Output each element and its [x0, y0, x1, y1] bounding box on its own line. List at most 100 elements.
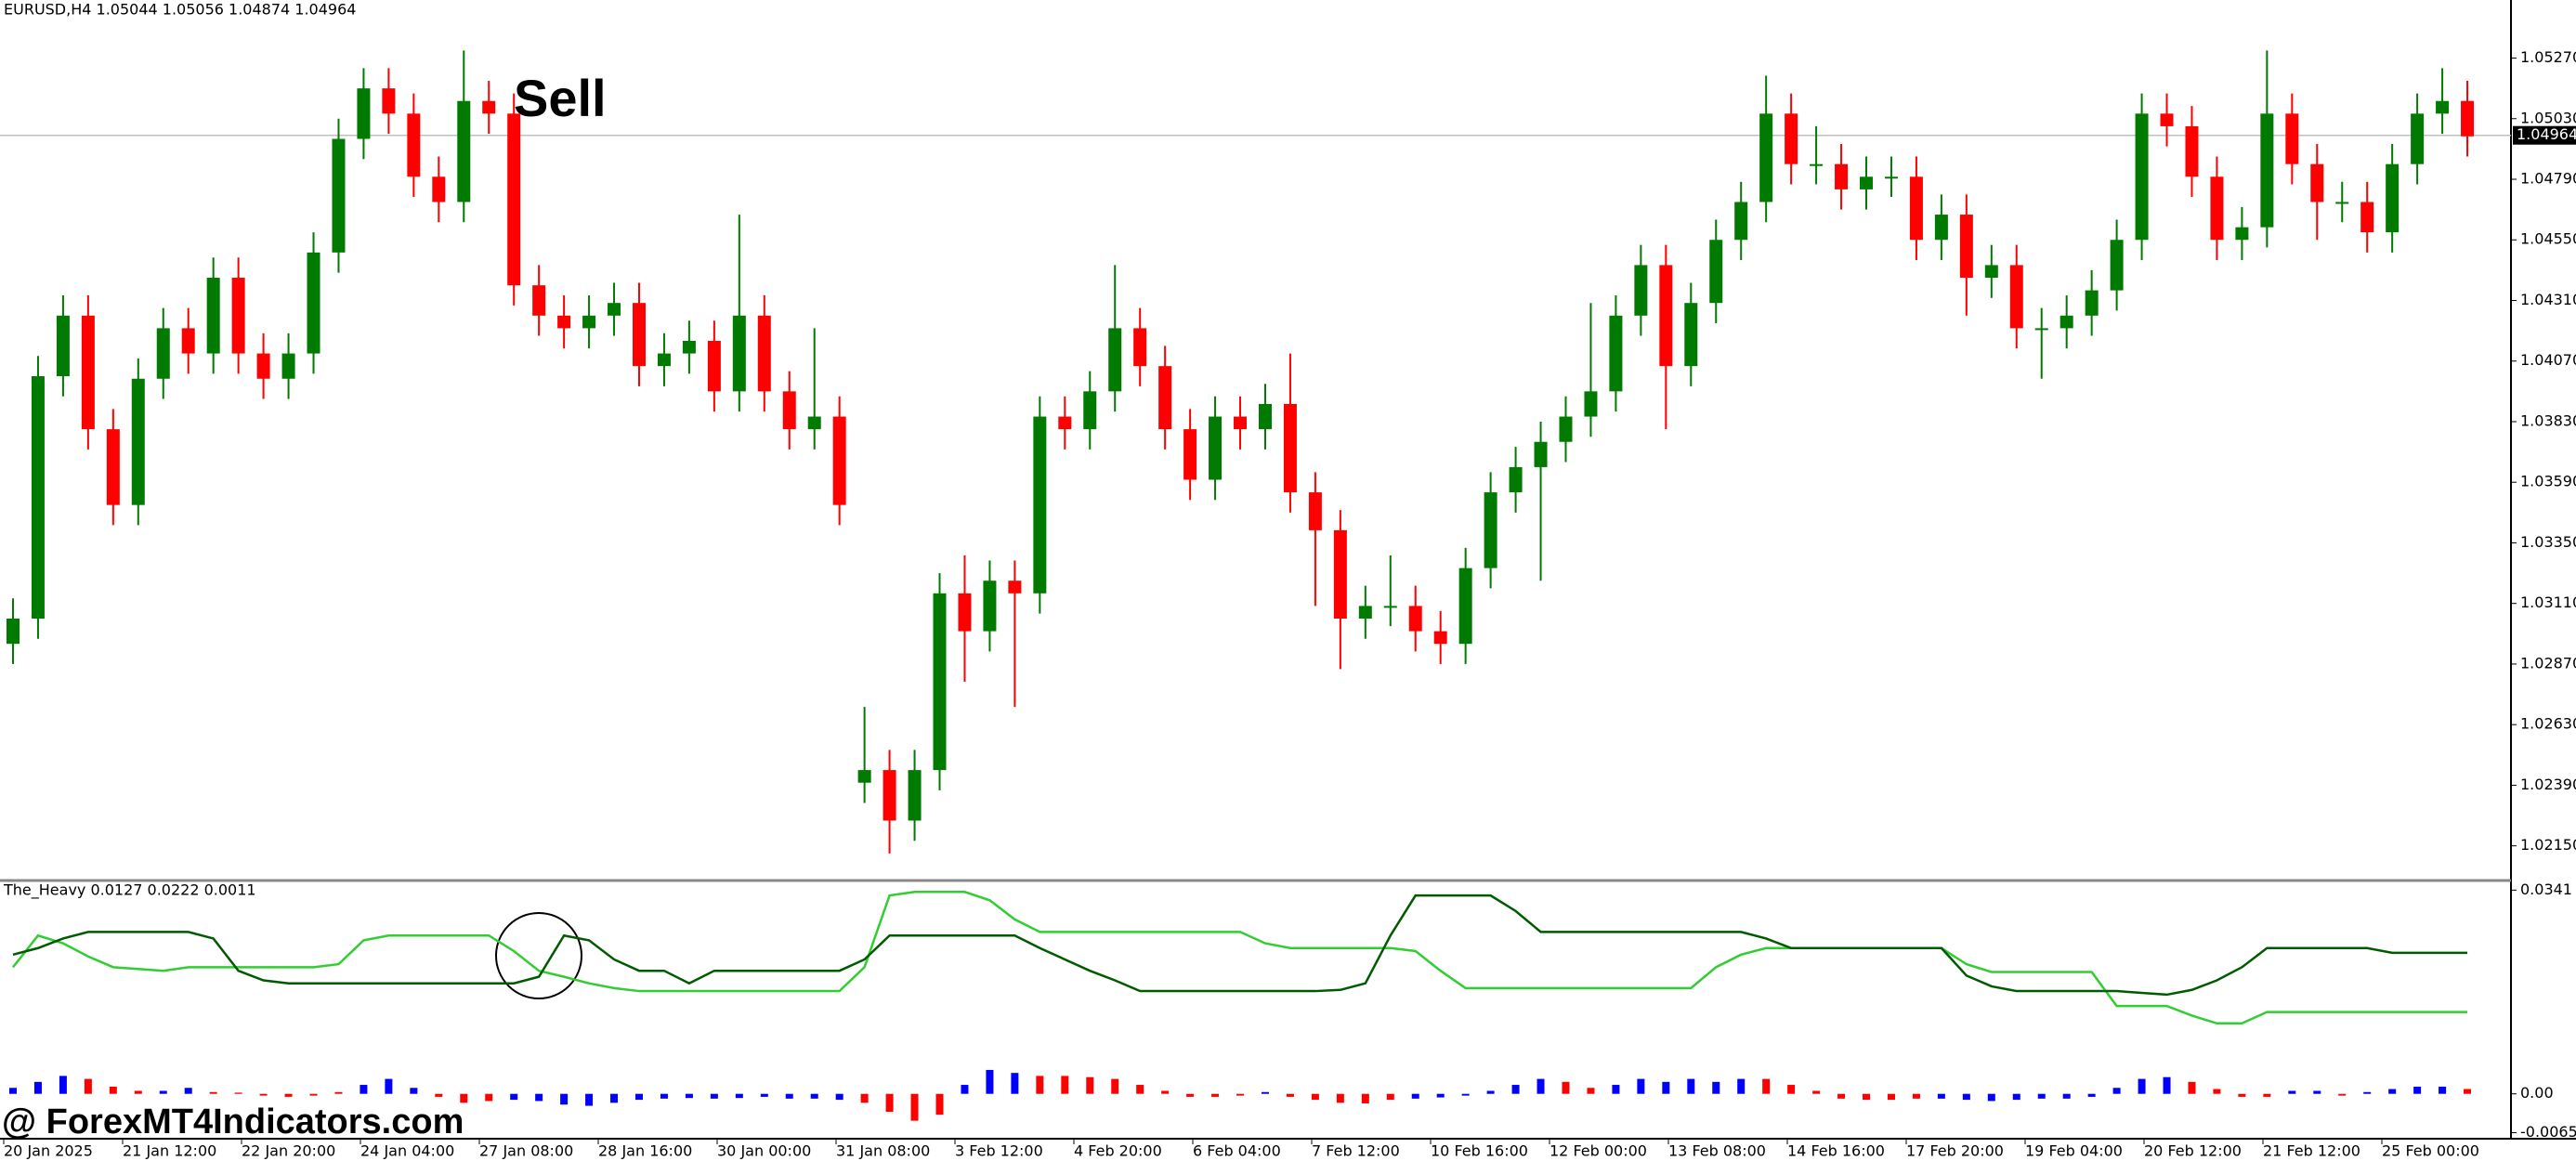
x-tick-label: 19 Feb 04:00 [2025, 1142, 2123, 1160]
candle-body [56, 315, 70, 377]
histogram-bar [2413, 1086, 2422, 1094]
histogram-bar [33, 1081, 42, 1094]
histogram-bar [1236, 1093, 1245, 1096]
histogram-bar [885, 1093, 894, 1112]
candle-body [2135, 113, 2149, 241]
y-tick-label: 1.04550 [2520, 230, 2576, 248]
candle-body [1534, 441, 1548, 467]
histogram-bar [785, 1093, 793, 1099]
histogram-bar [134, 1090, 142, 1094]
y-tick-label: 1.04070 [2520, 351, 2576, 369]
candle-body [1934, 215, 1948, 241]
candle-body [2310, 163, 2324, 202]
histogram-bar [1536, 1078, 1545, 1094]
x-tick-label: 31 Jan 08:00 [836, 1142, 930, 1160]
candle-body [2436, 100, 2450, 114]
histogram-bar [1386, 1093, 1394, 1101]
x-tick-label: 12 Feb 00:00 [1550, 1142, 1647, 1160]
y-tick-label: 0.0341 [2520, 881, 2572, 898]
y-tick-label: 1.02630 [2520, 715, 2576, 733]
candle-body [657, 353, 671, 367]
histogram-bar [2188, 1081, 2196, 1094]
histogram-bar [1036, 1076, 1044, 1094]
candle-body [883, 770, 896, 821]
histogram-bar [2388, 1089, 2397, 1094]
candle-body [181, 328, 195, 354]
histogram-bar [560, 1093, 569, 1105]
candle-body [1209, 416, 1223, 480]
y-tick-label: 1.02390 [2520, 776, 2576, 793]
histogram-bar [2439, 1086, 2447, 1094]
candle-body [1884, 176, 1898, 179]
histogram-bar [410, 1088, 418, 1094]
histogram-bar [1311, 1093, 1319, 1101]
histogram-bar [1987, 1093, 1995, 1102]
histogram-bar [1086, 1076, 1094, 1094]
histogram-bar [1937, 1093, 1945, 1099]
candle-body [407, 113, 421, 177]
histogram-bar [460, 1093, 468, 1103]
candle-body [307, 252, 320, 354]
histogram-bar [1211, 1093, 1220, 1097]
candle-body [608, 303, 621, 316]
histogram-bar [259, 1093, 268, 1096]
histogram-bar [1461, 1093, 1470, 1096]
x-tick-label: 20 Feb 12:00 [2144, 1142, 2242, 1160]
candle-body [2285, 113, 2299, 164]
candle-body [1810, 163, 1824, 166]
x-tick-label: 30 Jan 00:00 [717, 1142, 811, 1160]
candle-body [206, 278, 220, 354]
histogram-bar [485, 1093, 493, 1102]
candle-body [507, 113, 521, 286]
candle-body [1133, 328, 1147, 367]
x-tick-label: 17 Feb 20:00 [1906, 1142, 2004, 1160]
candle-body [757, 315, 771, 392]
candle-body [1234, 416, 1248, 430]
histogram-bar [1762, 1078, 1771, 1094]
candle-body [2160, 113, 2174, 126]
candle-body [281, 353, 295, 379]
candle-body [1158, 366, 1172, 430]
candle-body [1058, 416, 1072, 430]
candle-body [1860, 176, 1874, 189]
histogram-bar [1837, 1093, 1846, 1099]
candle-body [682, 340, 696, 354]
histogram-bar [2138, 1078, 2146, 1094]
histogram-bar [1863, 1093, 1871, 1101]
candle-body [1458, 567, 1472, 645]
x-tick-label: 6 Feb 04:00 [1193, 1142, 1281, 1160]
histogram-bar [284, 1093, 293, 1097]
current-price-box [2513, 125, 2576, 145]
candle-body [1909, 176, 1923, 241]
candle-body [256, 353, 270, 379]
y-tick-label: -0.0065 [2520, 1123, 2576, 1141]
x-tick-label: 24 Jan 04:00 [360, 1142, 454, 1160]
y-tick-label: 0.00 [2520, 1084, 2554, 1102]
candle-body [933, 593, 947, 771]
histogram-bar [1436, 1093, 1445, 1098]
y-tick-label: 1.05030 [2520, 109, 2576, 126]
candle-body [1408, 606, 1422, 632]
histogram-bar [835, 1093, 843, 1101]
histogram-bar [159, 1090, 167, 1094]
candle-body [1709, 240, 1723, 304]
candle-body [1258, 403, 1272, 430]
candle-body [7, 619, 20, 645]
histogram-bar [610, 1093, 619, 1103]
histogram-bar [1486, 1090, 1495, 1094]
histogram-bar [1261, 1091, 1269, 1094]
histogram-bar [1687, 1078, 1695, 1094]
candle-body [1283, 403, 1297, 493]
histogram-bar [1336, 1093, 1344, 1103]
x-tick-label: 22 Jan 20:00 [242, 1142, 335, 1160]
histogram-bar [1637, 1078, 1645, 1094]
histogram-bar [961, 1085, 969, 1094]
candle-body [2386, 163, 2399, 233]
histogram-bar [2112, 1088, 2121, 1094]
histogram-bar [84, 1078, 92, 1094]
histogram-bar [910, 1093, 919, 1121]
candle-body [807, 416, 821, 430]
histogram-bar [59, 1076, 67, 1094]
y-tick-label: 1.02870 [2520, 654, 2576, 672]
x-tick-label: 21 Feb 12:00 [2263, 1142, 2360, 1160]
